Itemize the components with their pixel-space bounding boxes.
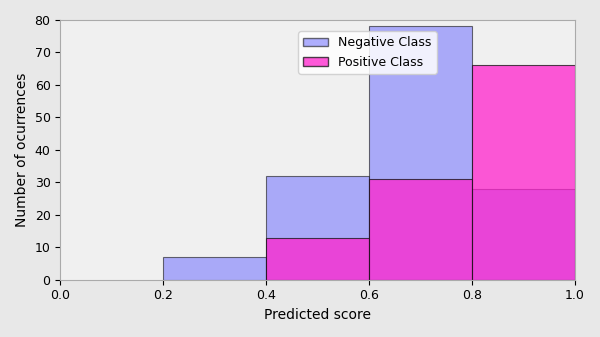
Bar <box>266 238 369 280</box>
Bar <box>369 179 472 280</box>
X-axis label: Predicted score: Predicted score <box>264 308 371 322</box>
Bar <box>472 189 575 280</box>
Y-axis label: Number of ocurrences: Number of ocurrences <box>15 73 29 227</box>
Bar <box>472 65 575 280</box>
Bar <box>369 27 472 280</box>
Bar <box>163 257 266 280</box>
Legend: Negative Class, Positive Class: Negative Class, Positive Class <box>298 31 437 74</box>
Bar <box>266 176 369 280</box>
